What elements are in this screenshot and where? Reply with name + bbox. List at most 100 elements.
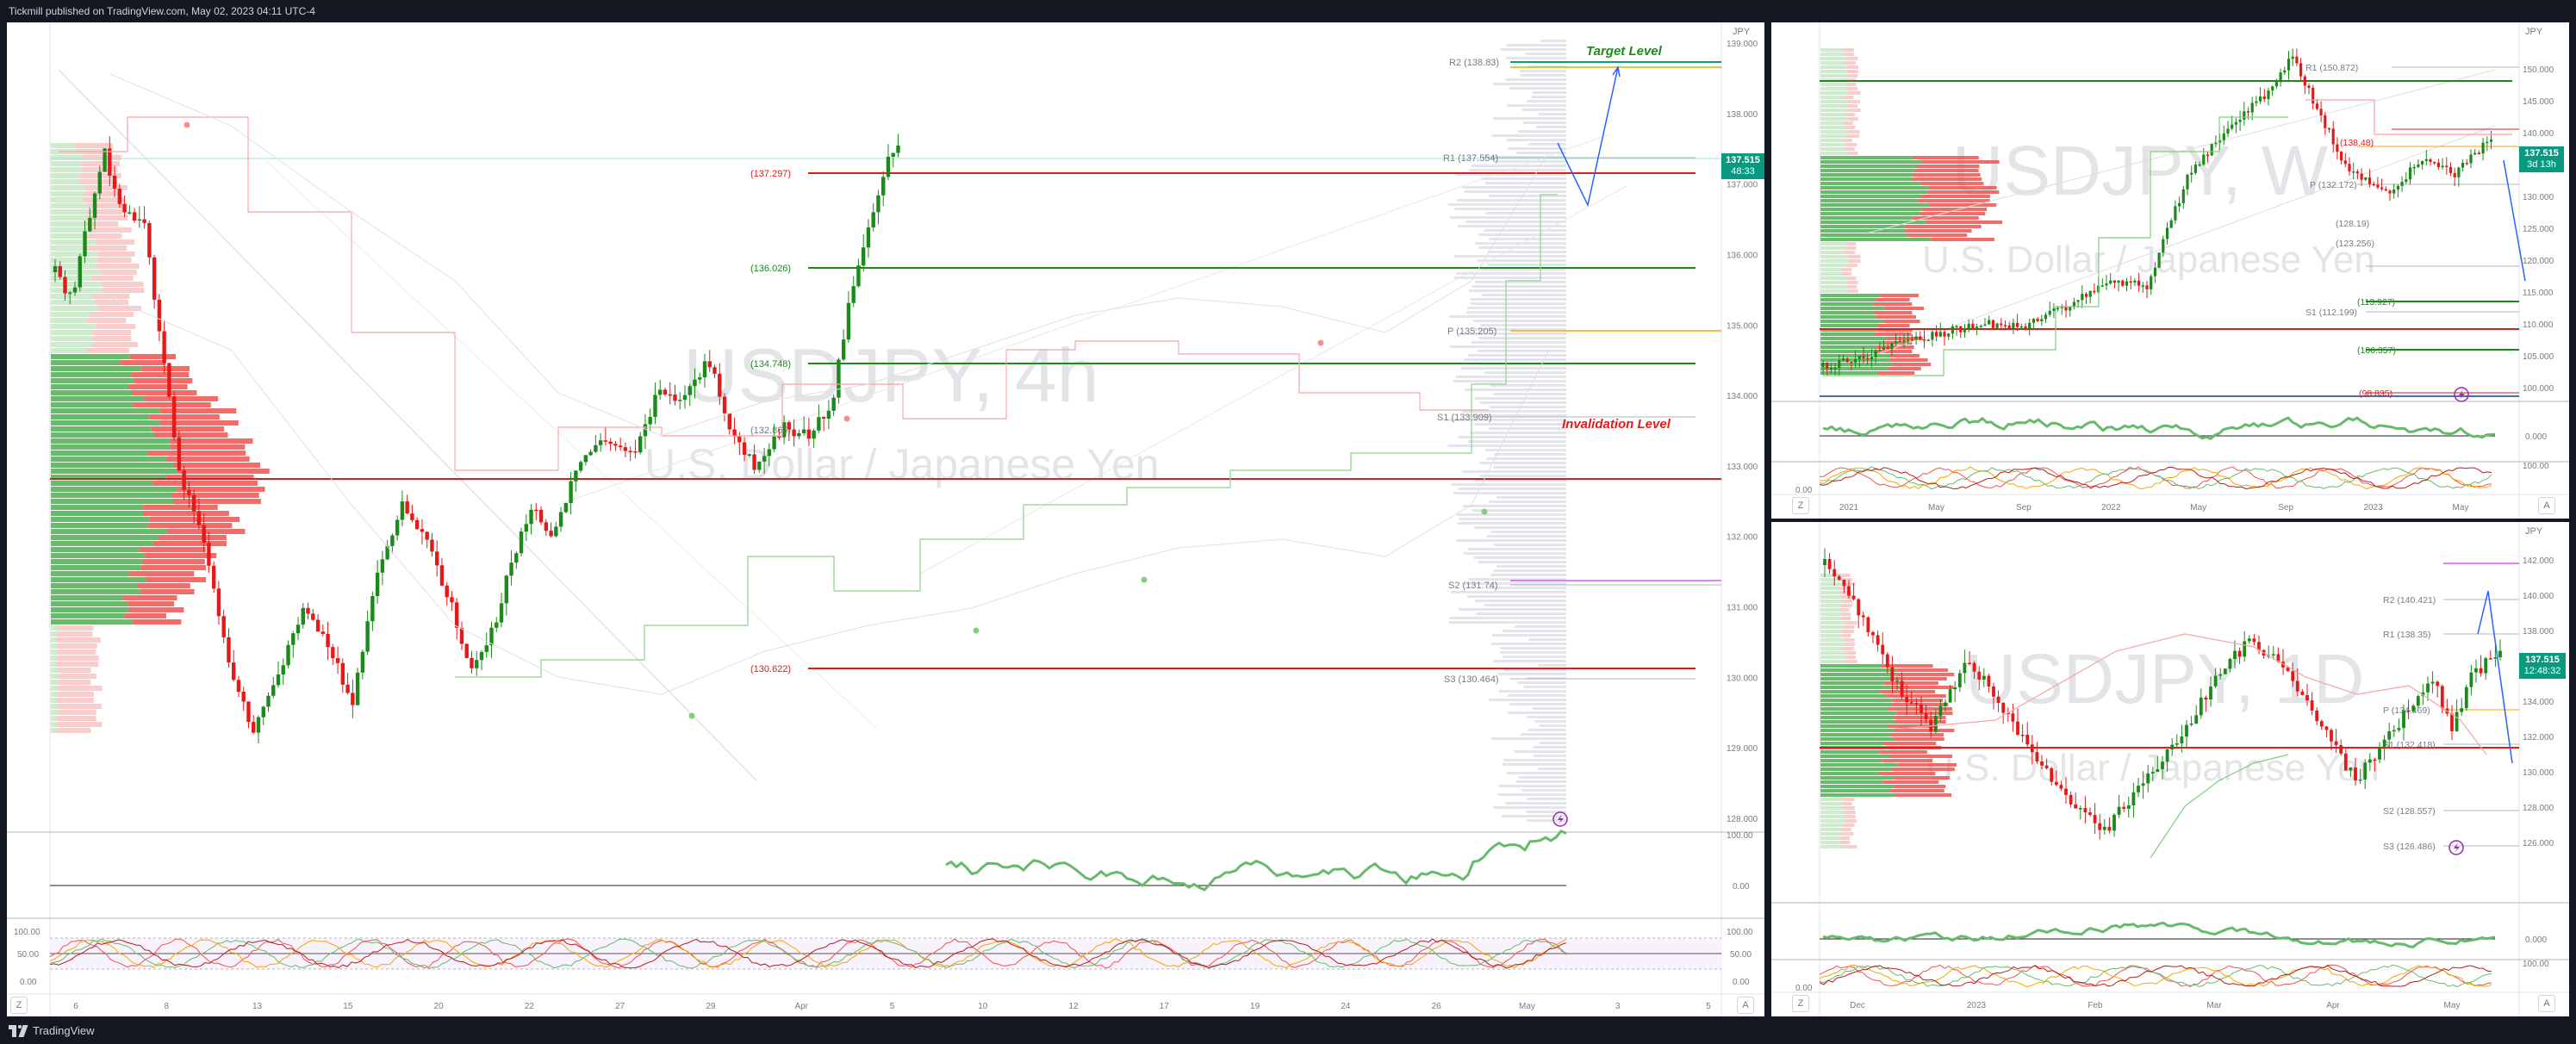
candle-body	[1847, 586, 1851, 596]
price-axis[interactable]: 142.000140.000138.000136.000134.000132.0…	[2523, 556, 2554, 848]
volume-bar-down	[1847, 65, 1858, 69]
lightning-icon[interactable]	[1552, 811, 1568, 827]
volume-bar-down	[1845, 643, 1855, 646]
volume-bar-up	[1820, 819, 1845, 823]
volume-bar-up	[51, 155, 84, 160]
volume-bar-down	[86, 209, 123, 214]
volume-bar-up	[1820, 638, 1845, 642]
timezone-button[interactable]: Z	[1792, 497, 1809, 514]
volume-bar-down	[1848, 100, 1860, 103]
volume-bar	[1491, 134, 1566, 137]
candle-body	[1885, 654, 1889, 668]
volume-bar-down	[1878, 750, 1927, 754]
volume-bar-down	[1844, 113, 1855, 116]
candle-body	[450, 597, 454, 603]
volume-bar-up	[1820, 681, 1884, 685]
price-axis-bg[interactable]	[1721, 22, 1764, 1016]
candle-body	[2036, 319, 2039, 321]
candle-body	[400, 501, 405, 520]
candle-body	[752, 454, 756, 470]
auto-scale-button[interactable]: A	[1737, 997, 1754, 1014]
volume-bar	[1490, 406, 1566, 408]
time-axis[interactable]: 6 8 13 15 20 22 27 29 Apr 5 10 12 17 19 24 26 May 3 5	[73, 1002, 1711, 1011]
candle-body	[2052, 308, 2056, 311]
volume-bar-up	[1820, 600, 1843, 603]
axis-label: 129.000	[1727, 744, 1758, 754]
volume-bar-up	[1820, 221, 1926, 224]
candle-body	[693, 379, 697, 387]
candle-body	[2193, 165, 2197, 173]
auto-scale-button[interactable]: A	[2538, 995, 2555, 1012]
volume-bar-down	[57, 649, 96, 655]
lightning-icon[interactable]	[2448, 840, 2464, 855]
timezone-button[interactable]: Z	[1792, 995, 1809, 1012]
chart-panel-4h[interactable]: USDJPY, 4h U.S. Dollar / Japanese Yen R2…	[7, 22, 1764, 1016]
volume-bar-down	[102, 282, 144, 287]
volume-bar-down	[1841, 630, 1855, 633]
volume-bar	[1498, 690, 1566, 693]
chart-panel-weekly[interactable]: USDJPY, W U.S. Dollar / Japanese Yen R1 …	[1771, 22, 2569, 519]
time-axis[interactable]: Dec 2023 Feb Mar Apr May	[1850, 1001, 2460, 1010]
chart-weekly-canvas[interactable]: USDJPY, W U.S. Dollar / Japanese Yen R1 …	[1771, 22, 2569, 519]
volume-bar-up	[51, 662, 57, 667]
volume-bar-up	[51, 559, 142, 564]
volume-bar-up	[1820, 190, 1928, 194]
volume-bar-down	[91, 330, 131, 335]
candle-body	[1948, 689, 1952, 703]
candle-body	[1845, 358, 1849, 363]
chart-4h-canvas[interactable]: USDJPY, 4h U.S. Dollar / Japanese Yen R2…	[7, 22, 1764, 1016]
volume-bar	[1523, 686, 1566, 688]
osc2-axis-100: 100.00	[2523, 462, 2549, 471]
candle-body	[831, 397, 836, 411]
candle-body	[2234, 121, 2237, 125]
candle-body	[2153, 267, 2156, 277]
candle-body	[1922, 339, 1926, 341]
volume-bar	[1533, 707, 1566, 710]
candle-body	[261, 706, 265, 718]
volume-bar	[1490, 384, 1566, 387]
candle-body	[1833, 367, 1837, 370]
candle-body	[128, 212, 132, 214]
price-badge: 137.515 48:33	[1721, 153, 1764, 179]
tradingview-brand[interactable]: TradingView	[9, 1024, 95, 1037]
volume-bar-up	[1820, 337, 1887, 340]
candle-body	[563, 503, 569, 513]
candle-body	[232, 662, 236, 680]
lightning-icon[interactable]	[2454, 387, 2469, 402]
candle-body	[207, 543, 211, 566]
volume-bar	[1478, 561, 1566, 563]
auto-scale-button[interactable]: A	[2538, 497, 2555, 514]
candle-body	[856, 265, 861, 287]
candle-body	[1988, 320, 1991, 325]
volume-bar-down	[134, 378, 193, 383]
volume-bar-up	[51, 143, 75, 148]
timezone-button[interactable]: Z	[10, 997, 28, 1014]
chart-panel-daily[interactable]: USDJPY, 1D U.S. Dollar / Japanese Yen R2…	[1771, 522, 2569, 1016]
time-axis[interactable]: 2021 May Sep 2022 May Sep 2023 May	[1839, 503, 2469, 513]
candle-body	[2169, 220, 2173, 228]
price-axis[interactable]: 139.000 138.000 137.000 136.000 135.000 134.0…	[1727, 40, 1758, 824]
volume-bar-down	[131, 390, 197, 395]
axis-label: Feb	[2088, 1001, 2103, 1010]
axis-label: Mar	[2206, 1001, 2222, 1010]
volume-bar-up	[51, 451, 148, 456]
volume-bar-up	[51, 529, 167, 534]
price-axis[interactable]: 150.000145.000140.000135.000130.000125.0…	[2523, 65, 2554, 394]
candle-body	[2469, 672, 2473, 687]
candle-body	[2146, 773, 2150, 784]
volume-bar	[1469, 289, 1566, 292]
axis-label: 120.000	[2523, 257, 2554, 266]
volume-bar-up	[51, 239, 96, 245]
volume-bar	[1491, 634, 1566, 637]
candle-body	[2202, 154, 2206, 165]
volume-bar-up	[51, 607, 129, 612]
volume-bar	[1506, 772, 1566, 774]
volume-bar	[1449, 617, 1566, 619]
axis-label: 137.000	[1727, 181, 1758, 190]
watermark-symbol: USDJPY, 4h	[683, 332, 1099, 418]
chart-daily-canvas[interactable]: USDJPY, 1D U.S. Dollar / Japanese Yen R2…	[1771, 522, 2569, 1016]
label-l1: (137.297)	[750, 169, 791, 179]
candle-body	[569, 481, 573, 504]
candle-body	[410, 513, 414, 520]
candle-body	[2484, 658, 2488, 674]
